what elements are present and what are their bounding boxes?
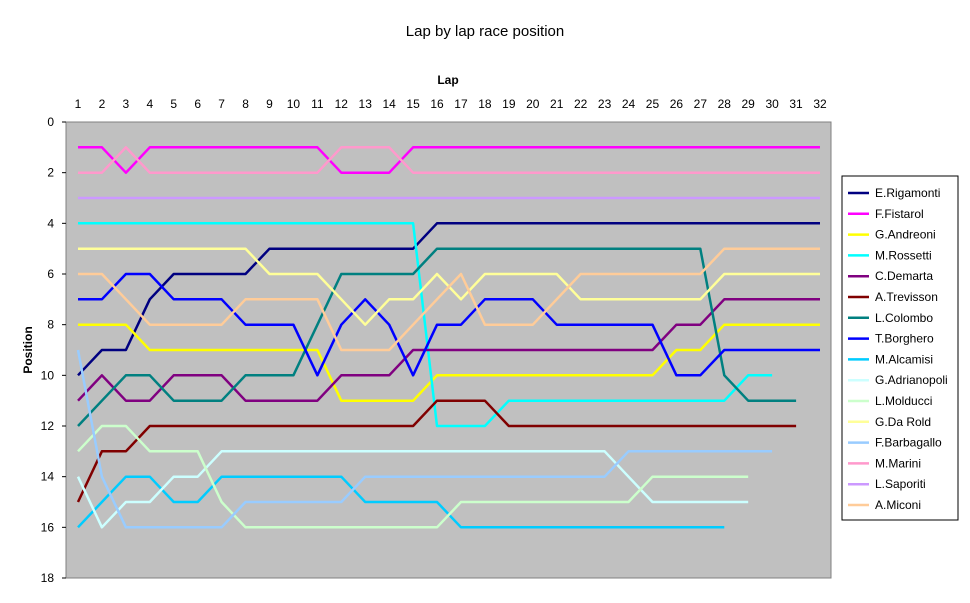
x-tick-label: 2 — [99, 97, 106, 111]
y-tick-label: 12 — [41, 419, 55, 433]
y-tick-label: 2 — [47, 166, 54, 180]
series-line-f-barbagallo — [76, 349, 773, 529]
y-tick-label: 16 — [41, 520, 55, 534]
x-tick-label: 25 — [646, 97, 660, 111]
x-axis-title: Lap — [437, 73, 458, 87]
x-tick-label: 11 — [311, 97, 324, 111]
y-tick-label: 18 — [41, 571, 55, 585]
series-line-a-miconi — [78, 247, 820, 352]
x-tick-label: 15 — [406, 97, 420, 111]
x-tick-label: 10 — [287, 97, 301, 111]
x-tick-label: 4 — [146, 97, 153, 111]
y-tick-label: 6 — [47, 267, 54, 281]
series-line-l-colombo — [77, 247, 797, 427]
x-tick-label: 20 — [526, 97, 540, 111]
x-tick-label: 21 — [550, 97, 564, 111]
x-tick-label: 24 — [622, 97, 636, 111]
x-tick-label: 22 — [574, 97, 588, 111]
series-line-c-demarta — [77, 298, 820, 402]
legend-label: L.Molducci — [875, 394, 932, 408]
legend-label: L.Saporiti — [875, 477, 926, 491]
x-tick-label: 29 — [742, 97, 756, 111]
x-tick-label: 19 — [502, 97, 516, 111]
x-tick-label: 12 — [335, 97, 349, 111]
legend-label: A.Miconi — [875, 498, 921, 512]
legend-label: G.Adrianopoli — [875, 373, 948, 387]
legend-label: C.Demarta — [875, 269, 933, 283]
x-tick-label: 1 — [75, 97, 82, 111]
chart-title: Lap by lap race position — [406, 23, 564, 40]
legend-label: M.Rossetti — [875, 248, 932, 262]
x-tick-label: 6 — [194, 97, 201, 111]
x-tick-label: 13 — [359, 97, 373, 111]
y-tick-label: 14 — [41, 470, 55, 484]
x-tick-label: 3 — [123, 97, 130, 111]
series-line-l-molducci — [77, 424, 749, 529]
legend-label: T.Borghero — [875, 332, 934, 346]
x-tick-label: 7 — [218, 97, 225, 111]
x-axis-ticks: 1 2 3 4 5 6 7 8 9 10 11 12 13 14 15 16 17 18 19 20 21 22 23 24 2… — [75, 97, 827, 111]
x-tick-label: 5 — [170, 97, 177, 111]
series-line-g-andreoni — [78, 323, 820, 402]
series-line-m-marini — [78, 146, 820, 174]
y-tick-label: 10 — [41, 368, 55, 382]
x-tick-label: 9 — [266, 97, 273, 111]
x-tick-label: 8 — [242, 97, 249, 111]
x-tick-label: 16 — [430, 97, 444, 111]
legend-label: M.Alcamisi — [875, 352, 933, 366]
series-line-e-rigamonti — [77, 222, 820, 377]
x-tick-label: 30 — [765, 97, 779, 111]
y-tick-label: 8 — [47, 318, 54, 332]
series-line-f-fistarol — [78, 146, 820, 174]
series-line-a-trevisson — [76, 399, 797, 503]
series-lines — [76, 146, 820, 529]
series-line-g-adrianopoli — [76, 450, 749, 529]
legend-label: G.Andreoni — [875, 228, 936, 242]
legend-label: M.Marini — [875, 456, 921, 470]
x-tick-label: 14 — [382, 97, 396, 111]
y-axis-ticks: 0 2 4 6 8 10 12 14 16 18 — [41, 115, 66, 585]
x-tick-label: 27 — [694, 97, 708, 111]
x-tick-label: 17 — [454, 97, 468, 111]
series-line-t-borghero — [78, 272, 820, 377]
legend-label: G.Da Rold — [875, 415, 931, 429]
legend-label: F.Fistarol — [875, 207, 924, 221]
y-tick-label: 4 — [47, 216, 54, 230]
x-tick-label: 18 — [478, 97, 492, 111]
series-line-m-rossetti — [78, 222, 773, 428]
legend: E.Rigamonti F.Fistarol G.Andreoni M.Rossett… — [848, 186, 948, 512]
x-tick-label: 23 — [598, 97, 612, 111]
x-tick-label: 31 — [789, 97, 803, 111]
legend-label: L.Colombo — [875, 311, 933, 325]
legend-label: E.Rigamonti — [875, 186, 940, 200]
x-tick-label: 32 — [813, 97, 827, 111]
x-tick-label: 28 — [718, 97, 732, 111]
legend-label: F.Barbagallo — [875, 436, 942, 450]
y-axis-title: Position — [21, 326, 35, 373]
series-line-m-alcamisi — [77, 475, 725, 529]
x-tick-label: 26 — [670, 97, 684, 111]
legend-label: A.Trevisson — [875, 290, 938, 304]
y-tick-label: 0 — [47, 115, 54, 129]
